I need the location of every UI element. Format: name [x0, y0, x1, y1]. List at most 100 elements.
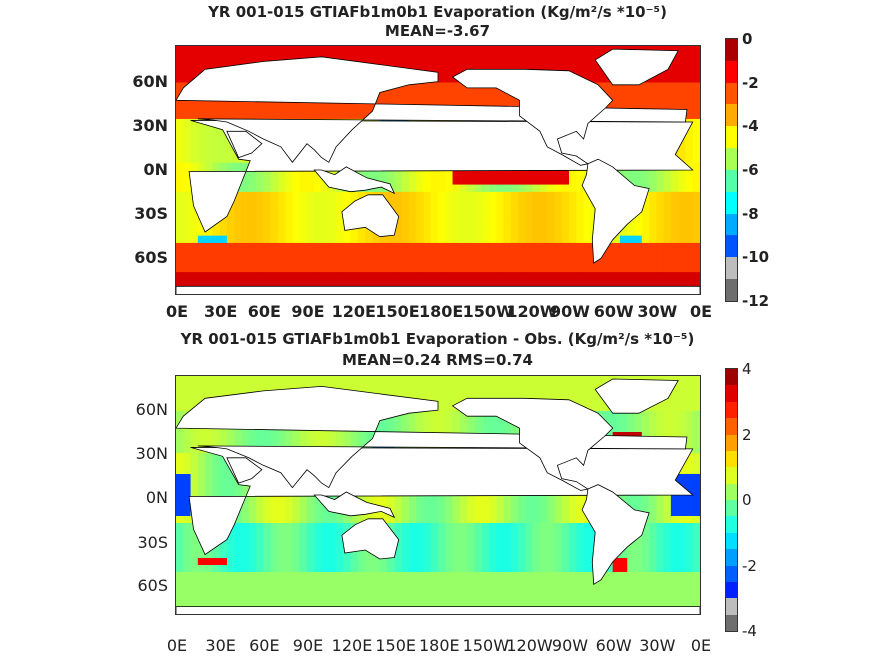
heatmap-cell: [212, 264, 221, 273]
heatmap-cell: [176, 111, 184, 120]
heatmap-cell: [488, 257, 497, 266]
heatmap-cell: [350, 572, 359, 580]
heatmap-cell: [656, 279, 665, 288]
heatmap-cell: [496, 530, 505, 538]
heatmap-cell: [627, 425, 636, 433]
heatmap-cell: [212, 565, 221, 573]
heatmap-cell: [481, 523, 490, 531]
heatmap-cell: [226, 390, 235, 398]
heatmap-cell: [336, 530, 344, 538]
heatmap-cell: [496, 97, 505, 105]
heatmap-cell: [350, 579, 359, 587]
heatmap-cell: [408, 502, 417, 510]
heatmap-cell: [474, 551, 483, 559]
heatmap-cell: [438, 191, 446, 200]
heatmap-cell: [183, 184, 192, 193]
colorbar-tick-label: -4: [742, 117, 759, 136]
heatmap-cell: [234, 272, 243, 281]
heatmap-cell: [430, 425, 439, 433]
heatmap-cell: [692, 544, 700, 552]
heatmap-cell: [379, 250, 388, 259]
heatmap-cell: [670, 523, 679, 531]
heatmap-cell: [307, 46, 315, 54]
heatmap-cell: [569, 199, 577, 208]
heatmap-cell: [197, 586, 206, 594]
heatmap-cell: [263, 502, 272, 510]
heatmap-cell: [627, 593, 636, 601]
heatmap-cell: [190, 213, 199, 222]
heatmap-cell: [365, 383, 374, 391]
heatmap-cell: [692, 264, 700, 273]
heatmap-cell: [445, 572, 454, 580]
heatmap-cell: [445, 213, 454, 222]
heatmap-cell: [656, 221, 665, 229]
heatmap-cell: [256, 206, 264, 215]
heatmap-cell: [263, 221, 272, 229]
heatmap-cell: [685, 593, 694, 601]
heatmap-cell: [692, 586, 700, 594]
heatmap-cell: [343, 279, 352, 288]
heatmap-cell: [256, 586, 264, 594]
heatmap-cell: [474, 60, 483, 69]
heatmap-cell: [430, 516, 439, 524]
heatmap-cell: [248, 191, 257, 200]
heatmap-cell: [569, 177, 577, 186]
heatmap-cell: [423, 60, 432, 69]
heatmap-cell: [190, 140, 199, 149]
heatmap-cell: [488, 544, 497, 552]
x-tick-label: 150W: [462, 302, 514, 321]
heatmap-cell: [314, 516, 323, 524]
heatmap-cell: [496, 184, 505, 193]
heatmap-cell: [183, 111, 192, 120]
heatmap-cell: [576, 279, 585, 288]
heatmap-cell: [197, 565, 206, 573]
heatmap-cell: [270, 509, 279, 517]
heatmap-cell: [634, 558, 643, 566]
heatmap-cell: [387, 250, 395, 259]
heatmap-cell: [270, 177, 279, 186]
heatmap-cell: [569, 390, 577, 398]
heatmap-cell: [685, 432, 694, 440]
heatmap-cell: [219, 376, 228, 384]
heatmap-cell: [190, 397, 199, 405]
heatmap-cell: [372, 46, 381, 54]
heatmap-cell: [692, 502, 700, 510]
heatmap-cell: [219, 565, 228, 573]
heatmap-cell: [350, 593, 359, 601]
heatmap-cell: [183, 177, 192, 186]
heatmap-cell: [270, 104, 279, 113]
heatmap-cell: [430, 97, 439, 105]
heatmap-cell: [598, 600, 606, 608]
heatmap-cell: [583, 397, 592, 405]
heatmap-cell: [532, 264, 541, 273]
heatmap-cell: [394, 242, 403, 251]
heatmap-cell: [445, 390, 454, 398]
heatmap-cell: [663, 279, 672, 288]
heatmap-cell: [481, 235, 490, 244]
heatmap-cell: [459, 509, 468, 517]
heatmap-cell: [481, 579, 490, 587]
heatmap-cell: [438, 523, 446, 531]
heatmap-cell: [219, 228, 228, 237]
heatmap-cell: [299, 221, 308, 229]
heatmap-cell: [605, 600, 614, 608]
heatmap-cell: [292, 593, 301, 601]
heatmap-cell: [670, 97, 679, 105]
heatmap-cell: [234, 279, 243, 288]
heatmap-cell: [387, 46, 395, 54]
heatmap-cell: [190, 104, 199, 113]
heatmap-cell: [569, 544, 577, 552]
heatmap-cell: [641, 221, 650, 229]
heatmap-cell: [176, 264, 184, 273]
heatmap-cell: [641, 502, 650, 510]
heatmap-cell: [474, 516, 483, 524]
colorbar-step: [726, 235, 737, 258]
heatmap-cell: [503, 558, 512, 566]
heatmap-cell: [532, 177, 541, 186]
heatmap-cell: [663, 572, 672, 580]
heatmap-cell: [416, 390, 425, 398]
heatmap-cell: [576, 213, 585, 222]
heatmap-cell: [561, 53, 570, 62]
heatmap-cell: [445, 425, 454, 433]
heatmap-cell: [408, 558, 417, 566]
